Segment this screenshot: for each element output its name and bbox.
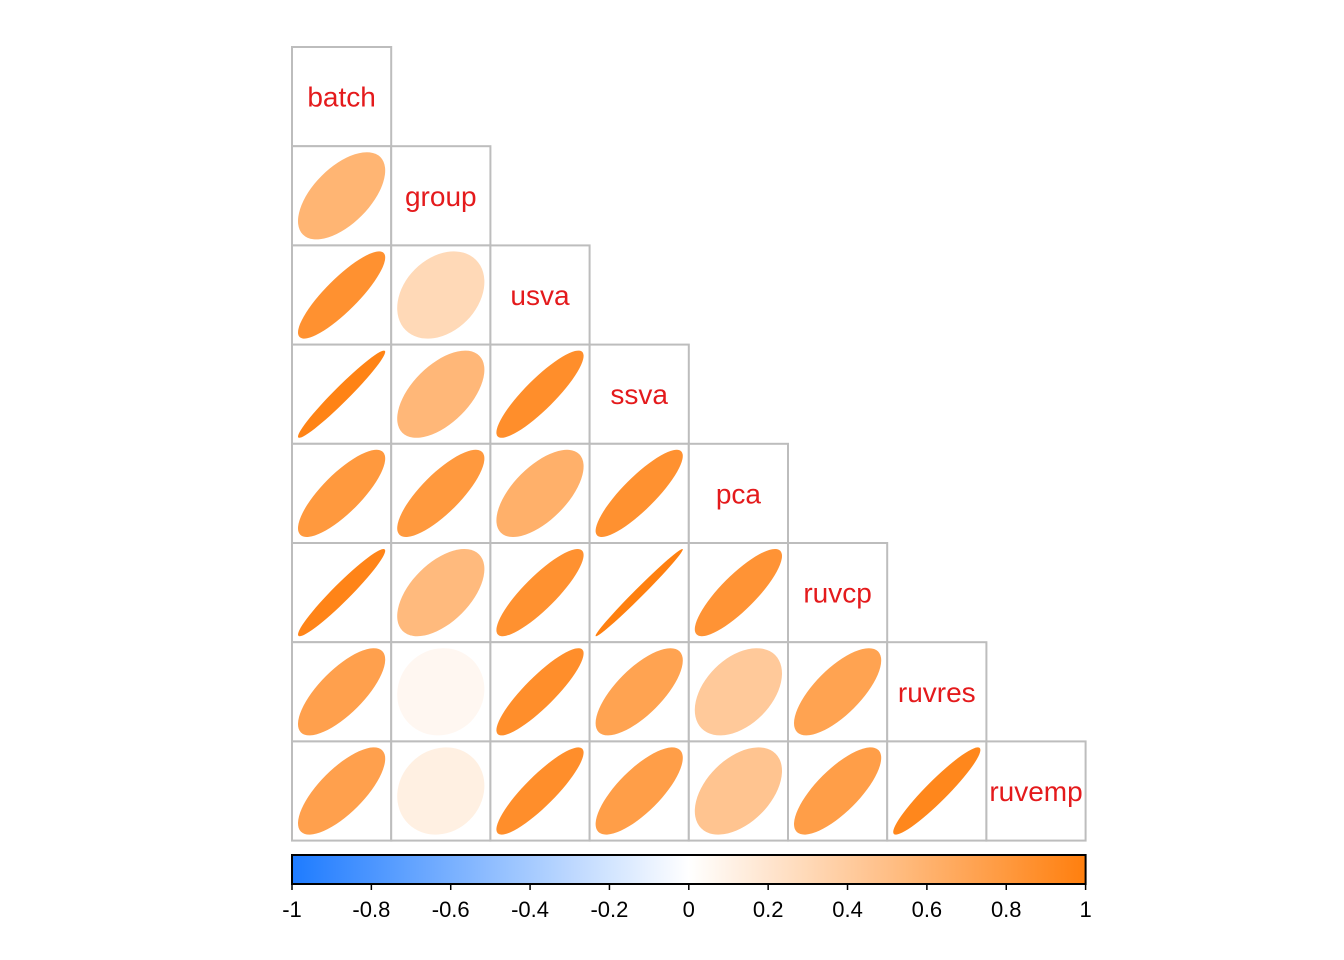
colorbar-tick-label-0: -1 — [282, 897, 302, 922]
ellipse-ruvres-usva — [496, 648, 584, 736]
colorbar-tick-label-8: 0.6 — [912, 897, 943, 922]
variable-label-pca: pca — [716, 478, 762, 509]
ellipse-ssva-batch — [298, 350, 386, 438]
ellipse-group-batch — [298, 152, 386, 240]
ellipse-ssva-group — [397, 350, 485, 438]
ellipse-ruvemp-ssva — [595, 747, 683, 835]
ellipse-ruvemp-ruvres — [893, 747, 981, 835]
colorbar-tick-label-7: 0.4 — [832, 897, 863, 922]
variable-label-batch: batch — [307, 82, 376, 113]
colorbar: -1 -0.8 -0.6 -0.4 -0.2 0 0.2 0.4 0.6 0.8 1 — [282, 854, 1092, 922]
ellipse-ssva-usva — [496, 350, 584, 438]
ellipse-ruvres-batch — [297, 648, 386, 736]
colorbar-ticks: -1 -0.8 -0.6 -0.4 -0.2 0 0.2 0.4 0.6 0.8 1 — [282, 884, 1092, 922]
cell-pca-pca — [687, 442, 789, 544]
colorbar-tick-label-9: 0.8 — [991, 897, 1022, 922]
variable-label-usva: usva — [510, 280, 570, 311]
ellipse-ruvemp-usva — [496, 747, 584, 835]
ellipse-ruvcp-ssva — [595, 548, 683, 637]
ellipse-ruvemp-batch — [297, 747, 386, 835]
cell-batch-batch — [291, 46, 393, 148]
cell-ruvemp-ruvemp — [985, 740, 1087, 842]
ellipse-ruvemp-group — [397, 747, 485, 835]
variable-label-ruvemp: ruvemp — [989, 776, 1082, 807]
ellipse-pca-group — [397, 449, 485, 538]
ellipse-ruvres-ruvcp — [794, 648, 882, 736]
ellipse-ruvcp-group — [397, 548, 485, 637]
ellipse-ruvcp-pca — [694, 548, 783, 637]
ellipse-ruvemp-pca — [694, 747, 783, 835]
variable-label-ruvres: ruvres — [898, 677, 976, 708]
ellipse-pca-ssva — [595, 449, 683, 537]
ellipse-usva-group — [397, 251, 485, 339]
colorbar-tick-label-1: -0.8 — [352, 897, 390, 922]
colorbar-tick-label-4: -0.2 — [590, 897, 628, 922]
correlation-cells — [291, 46, 1087, 842]
variable-label-ssva: ssva — [610, 379, 668, 410]
cell-ruvcp-ruvcp — [787, 542, 889, 644]
ellipse-pca-usva — [496, 449, 584, 538]
colorbar-bar — [291, 854, 1087, 885]
colorbar-tick-label-2: -0.6 — [432, 897, 470, 922]
ellipse-ruvemp-ruvcp — [793, 747, 882, 835]
ellipse-ruvres-pca — [694, 648, 783, 736]
ellipse-ruvres-ssva — [595, 648, 683, 736]
variable-labels: batch group usva ssva pca ruvcp ruvres ruvemp — [307, 82, 1082, 807]
colorbar-tick-label-3: -0.4 — [511, 897, 549, 922]
ellipse-pca-batch — [298, 449, 386, 538]
ellipse-usva-batch — [298, 251, 386, 339]
cell-ruvres-ruvres — [886, 641, 988, 743]
cell-ssva-ssva — [588, 343, 690, 445]
colorbar-tick-label-6: 0.2 — [753, 897, 784, 922]
colorbar-tick-label-10: 1 — [1079, 897, 1091, 922]
ellipse-ruvcp-batch — [298, 549, 386, 637]
cell-usva-usva — [489, 244, 591, 346]
ellipse-ruvres-group — [397, 648, 485, 736]
ellipse-ruvcp-usva — [496, 548, 584, 637]
colorbar-tick-label-5: 0 — [683, 897, 695, 922]
variable-label-ruvcp: ruvcp — [803, 578, 871, 609]
variable-label-group: group — [405, 181, 477, 212]
